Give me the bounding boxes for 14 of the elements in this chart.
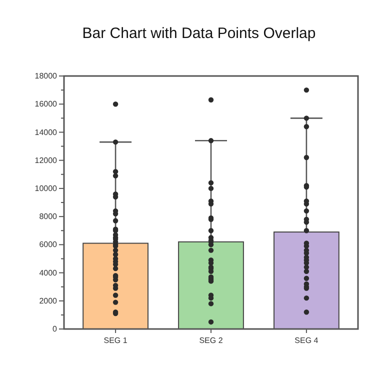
x-tick-label: SEG 1 bbox=[104, 336, 128, 345]
chart-title: Bar Chart with Data Points Overlap bbox=[82, 25, 316, 42]
y-tick-label: 12000 bbox=[34, 156, 58, 165]
y-tick-label: 2000 bbox=[39, 296, 58, 306]
y-tick-label: 0 bbox=[52, 324, 58, 334]
x-tick-label: SEG 2 bbox=[199, 336, 224, 345]
y-tick-label: 14000 bbox=[34, 128, 58, 137]
y-tick-label: 6000 bbox=[39, 240, 58, 250]
y-tick-label: 8000 bbox=[39, 212, 58, 222]
y-tick-label: 18000 bbox=[34, 72, 58, 81]
y-tick-label: 10000 bbox=[34, 184, 58, 194]
y-tick-label: 4000 bbox=[39, 268, 58, 278]
y-tick-label: 16000 bbox=[34, 100, 58, 109]
x-tick-label: SEG 4 bbox=[294, 336, 319, 345]
